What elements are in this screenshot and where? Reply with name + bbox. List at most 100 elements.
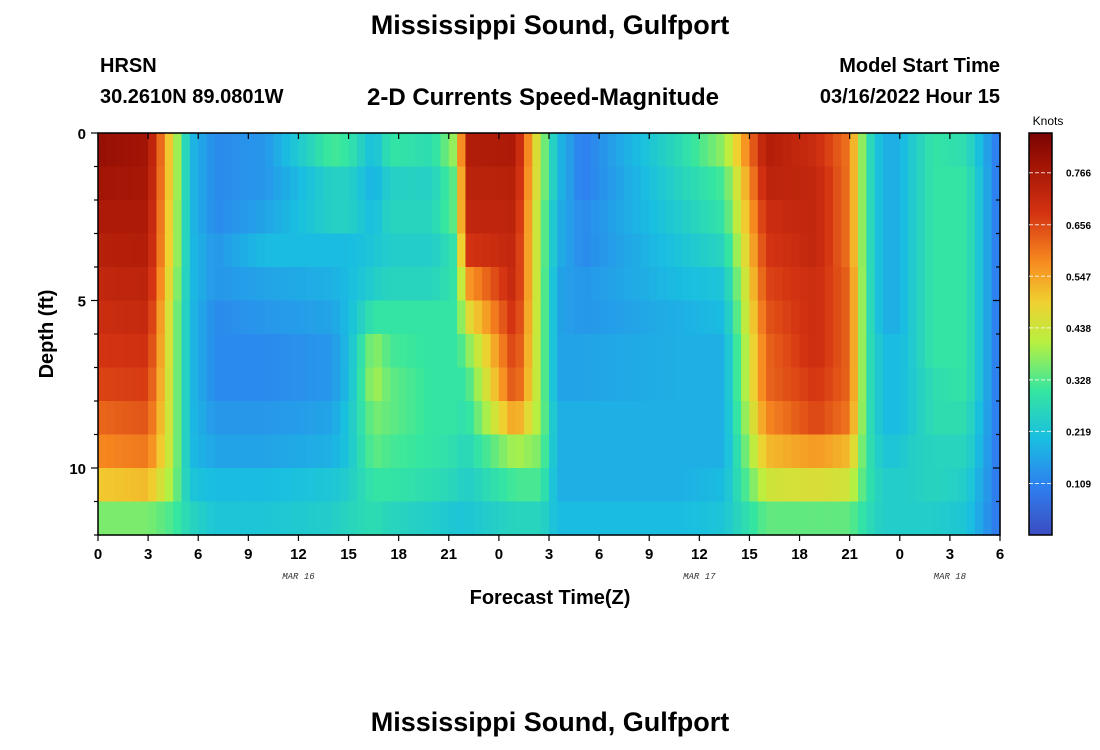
heatmap-cell — [624, 401, 634, 436]
heatmap-cell — [423, 434, 433, 469]
heatmap-cell — [348, 233, 358, 268]
heatmap-cell — [198, 300, 208, 335]
heatmap-cell — [123, 233, 133, 268]
heatmap-cell — [640, 166, 650, 201]
heatmap-cell — [632, 367, 642, 402]
heatmap-cell — [983, 166, 993, 201]
heatmap-cell — [883, 334, 893, 369]
heatmap-cell — [599, 133, 609, 168]
heatmap-cell — [290, 166, 300, 201]
heatmap-cell — [523, 233, 533, 268]
heatmap-cell — [440, 233, 450, 268]
heatmap-cell — [891, 267, 901, 302]
heatmap-cell — [716, 166, 725, 201]
heatmap-cell — [607, 401, 617, 436]
heatmap-cell — [231, 501, 241, 536]
heatmap-cell — [674, 434, 684, 469]
heatmap-cell — [590, 401, 600, 436]
heatmap-cell — [148, 200, 158, 235]
heatmap-cell — [457, 267, 467, 302]
heatmap-cell — [198, 233, 208, 268]
heatmap-cell — [891, 434, 901, 469]
heatmap-cell — [874, 233, 884, 268]
heatmap-cell — [515, 401, 525, 436]
heatmap-cell — [649, 468, 659, 503]
heatmap-cell — [507, 334, 517, 369]
heatmap-cell — [565, 133, 575, 168]
heatmap-cell — [206, 133, 216, 168]
heatmap-cell — [273, 367, 283, 402]
heatmap-cell — [657, 468, 667, 503]
heatmap-cell — [799, 133, 809, 168]
heatmap-cell — [298, 200, 308, 235]
heatmap-cell — [624, 233, 634, 268]
heatmap-cell — [298, 401, 308, 436]
heatmap-cell — [949, 434, 959, 469]
heatmap-cell — [298, 233, 308, 268]
heatmap-cell — [523, 401, 533, 436]
heatmap-cell — [883, 300, 893, 335]
heatmap-cell — [799, 200, 809, 235]
heatmap-cell — [757, 334, 767, 369]
heatmap-cell — [298, 367, 308, 402]
heatmap-cell — [356, 166, 366, 201]
heatmap-cell — [432, 501, 442, 536]
heatmap-cell — [181, 434, 191, 469]
heatmap-cell — [198, 133, 208, 168]
heatmap-cell — [674, 367, 684, 402]
heatmap-cell — [749, 367, 759, 402]
heatmap-cell — [983, 133, 993, 168]
heatmap-cell — [123, 334, 133, 369]
heatmap-cell — [866, 367, 876, 402]
heatmap-cell — [757, 133, 767, 168]
heatmap-cell — [916, 133, 926, 168]
heatmap-cell — [916, 367, 926, 402]
heatmap-cell — [407, 300, 416, 335]
heatmap-cell — [373, 200, 383, 235]
heatmap-cell — [958, 334, 968, 369]
heatmap-cell — [640, 233, 650, 268]
heatmap-cell — [390, 200, 400, 235]
heatmap-cell — [532, 300, 542, 335]
heatmap-cell — [841, 334, 851, 369]
model-start-value: 03/16/2022 Hour 15 — [819, 86, 1000, 108]
heatmap-cell — [473, 334, 483, 369]
heatmap-cell — [315, 267, 325, 302]
heatmap-cell — [440, 468, 450, 503]
heatmap-cell — [874, 468, 884, 503]
heatmap-cell — [265, 468, 274, 503]
heatmap-cell — [231, 200, 241, 235]
heatmap-cell — [899, 267, 909, 302]
heatmap-cell — [924, 267, 934, 302]
heatmap-cell — [181, 133, 191, 168]
heatmap-cell — [331, 501, 341, 536]
heatmap-cell — [223, 133, 233, 168]
heatmap-cell — [782, 367, 792, 402]
heatmap-cell — [106, 434, 116, 469]
heatmap-cell — [916, 233, 926, 268]
heatmap-cell — [766, 267, 776, 302]
heatmap-cell — [131, 367, 141, 402]
heatmap-cell — [473, 200, 483, 235]
heatmap-cell — [198, 468, 208, 503]
heatmap-cell — [899, 501, 909, 536]
heatmap-cell — [649, 334, 659, 369]
heatmap-cell — [849, 401, 859, 436]
heatmap-cell — [816, 233, 826, 268]
heatmap-cell — [974, 401, 984, 436]
heatmap-cell — [791, 166, 801, 201]
heatmap-cell — [699, 334, 709, 369]
heatmap-cell — [774, 401, 784, 436]
heatmap-cell — [866, 468, 876, 503]
heatmap-cell — [582, 166, 592, 201]
heatmap-cell — [749, 166, 759, 201]
heatmap-cell — [381, 267, 391, 302]
heatmap-cell — [916, 501, 926, 536]
heatmap-cell — [123, 133, 133, 168]
heatmap-cell — [507, 166, 517, 201]
heatmap-cell — [340, 367, 350, 402]
heatmap-cell — [515, 133, 525, 168]
heatmap-cell — [214, 267, 224, 302]
heatmap-cell — [741, 501, 751, 536]
heatmap-cell — [256, 200, 266, 235]
